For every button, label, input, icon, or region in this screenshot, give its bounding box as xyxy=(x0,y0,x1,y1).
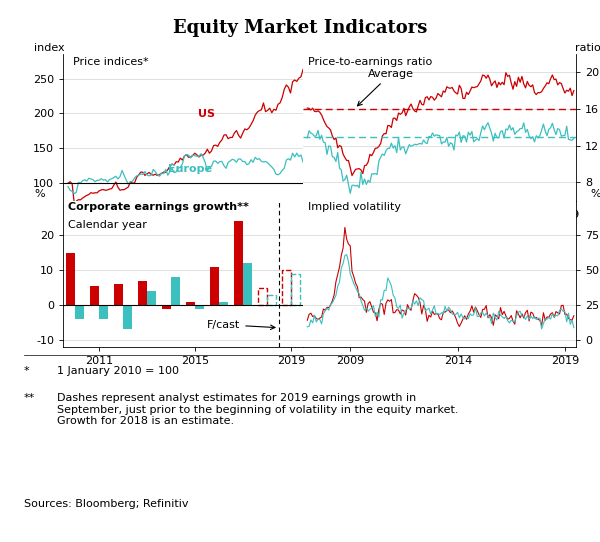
Bar xyxy=(123,305,132,330)
Bar xyxy=(186,301,195,305)
Text: Sources: Bloomberg; Refinitiv: Sources: Bloomberg; Refinitiv xyxy=(24,499,188,508)
Bar xyxy=(282,270,291,305)
Bar xyxy=(267,295,276,305)
Text: Corporate earnings growth**: Corporate earnings growth** xyxy=(68,202,248,212)
Bar xyxy=(99,305,108,319)
Text: ratio: ratio xyxy=(575,43,600,53)
Bar xyxy=(258,288,267,305)
Text: 1 January 2010 = 100: 1 January 2010 = 100 xyxy=(57,366,179,376)
Text: Equity Market Indicators: Equity Market Indicators xyxy=(173,19,427,37)
Text: F/cast: F/cast xyxy=(207,320,275,330)
Bar xyxy=(75,305,84,319)
Text: Calendar year: Calendar year xyxy=(68,220,146,230)
Bar xyxy=(219,301,228,305)
Bar xyxy=(195,305,204,308)
Text: Dashes represent analyst estimates for 2019 earnings growth in
September, just p: Dashes represent analyst estimates for 2… xyxy=(57,393,458,426)
Bar xyxy=(66,253,75,305)
Bar xyxy=(162,305,171,308)
Bar xyxy=(210,267,219,305)
Bar xyxy=(291,274,300,305)
Text: Price-to-earnings ratio: Price-to-earnings ratio xyxy=(308,57,433,67)
Text: Average: Average xyxy=(358,69,413,106)
Text: %: % xyxy=(590,189,600,199)
Bar xyxy=(171,277,180,305)
Text: %: % xyxy=(34,189,45,199)
Bar xyxy=(90,286,99,305)
Text: *: * xyxy=(24,366,29,376)
Bar xyxy=(234,222,243,305)
Text: Price indices*: Price indices* xyxy=(73,57,148,67)
Text: US: US xyxy=(198,109,215,119)
Text: **: ** xyxy=(24,393,35,403)
Text: Europe: Europe xyxy=(168,164,212,174)
Text: index: index xyxy=(34,43,65,53)
Bar xyxy=(114,284,123,305)
Text: Implied volatility: Implied volatility xyxy=(308,202,401,212)
Bar xyxy=(138,281,147,305)
Bar xyxy=(243,263,252,305)
Bar xyxy=(147,291,156,305)
